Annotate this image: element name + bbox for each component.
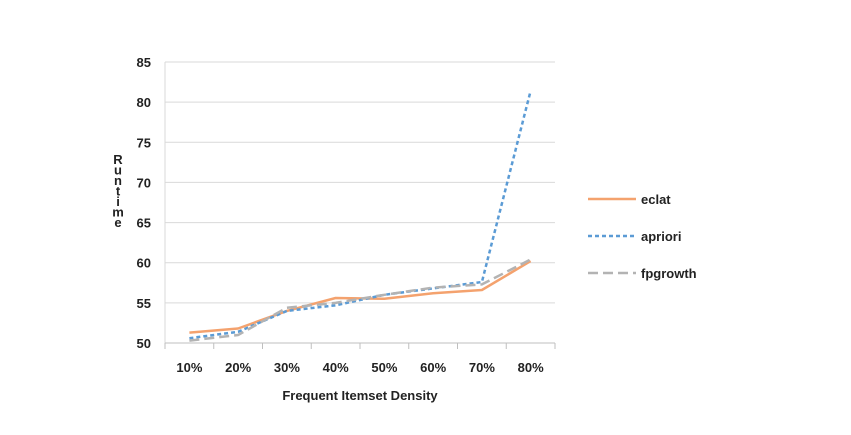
- y-tick-label: 60: [137, 256, 151, 271]
- y-tick-label: 75: [137, 135, 151, 150]
- y-tick-label: 80: [137, 95, 151, 110]
- y-axis-ticks: 50 55 60 65 70 75 80 85: [137, 55, 151, 351]
- x-axis-title: Frequent Itemset Density: [282, 388, 438, 403]
- legend: eclat apriori fpgrowth: [588, 192, 697, 281]
- x-tick-label: 20%: [225, 360, 251, 375]
- gridlines: [165, 61, 555, 344]
- legend-label-fpgrowth: fpgrowth: [641, 266, 697, 281]
- y-tick-label: 70: [137, 175, 151, 190]
- legend-label-eclat: eclat: [641, 192, 671, 207]
- x-tick-label: 50%: [371, 360, 397, 375]
- axes: [164, 62, 555, 344]
- y-tick-label: 85: [137, 55, 151, 70]
- series-line-apriori: [189, 90, 532, 340]
- legend-label-apriori: apriori: [641, 229, 681, 244]
- x-tick-label: 80%: [518, 360, 544, 375]
- series-line-eclat: [189, 260, 532, 334]
- x-tick-label: 10%: [176, 360, 202, 375]
- series-lines: [189, 90, 532, 342]
- y-tick-label: 50: [137, 336, 151, 351]
- series-line-fpgrowth: [189, 258, 532, 342]
- x-tick-label: 60%: [420, 360, 446, 375]
- x-tick-label: 70%: [469, 360, 495, 375]
- x-axis-ticks: 10% 20% 30% 40% 50% 60% 70% 80%: [164, 343, 556, 375]
- y-tick-label: 55: [137, 296, 151, 311]
- y-tick-label: 65: [137, 216, 151, 231]
- x-tick-label: 30%: [274, 360, 300, 375]
- x-tick-label: 40%: [323, 360, 349, 375]
